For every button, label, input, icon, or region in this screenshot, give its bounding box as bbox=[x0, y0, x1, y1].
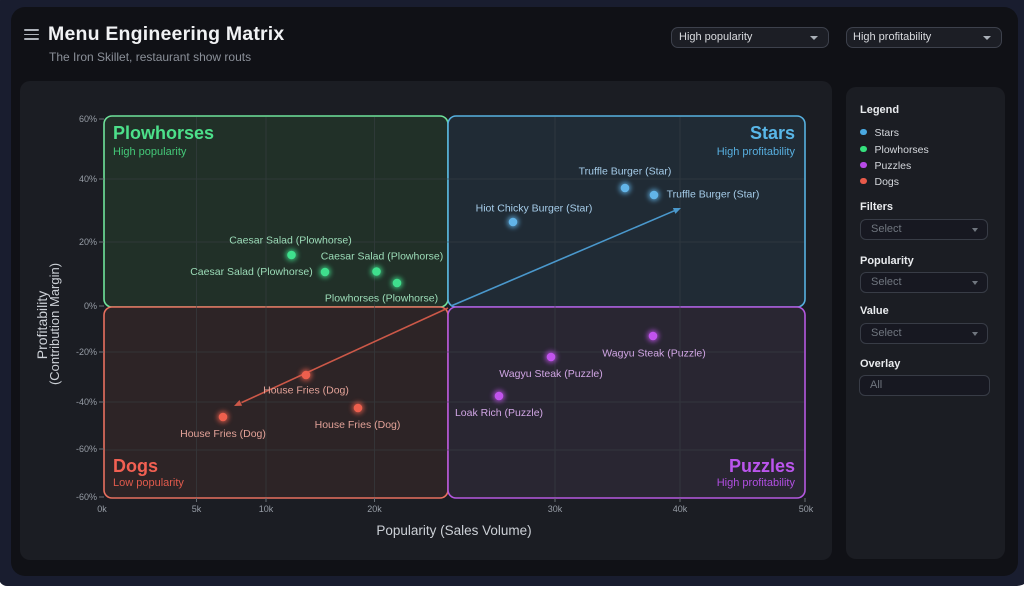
svg-text:20%: 20% bbox=[79, 237, 97, 247]
svg-text:Hiot Chicky Burger (Star): Hiot Chicky Burger (Star) bbox=[476, 203, 593, 215]
svg-text:Puzzles: Puzzles bbox=[729, 456, 795, 476]
svg-text:Stars: Stars bbox=[750, 123, 795, 143]
svg-text:Caesar Salad (Plowhorse): Caesar Salad (Plowhorse) bbox=[229, 235, 352, 247]
svg-text:-60%: -60% bbox=[76, 492, 97, 502]
svg-text:Loak Rich (Puzzle): Loak Rich (Puzzle) bbox=[455, 407, 543, 419]
svg-text:60%: 60% bbox=[79, 114, 97, 124]
svg-text:House Fries (Dog): House Fries (Dog) bbox=[263, 385, 349, 397]
svg-text:Popularity (Sales Volume): Popularity (Sales Volume) bbox=[376, 523, 531, 538]
svg-text:Caesar Salad (Plowhorse): Caesar Salad (Plowhorse) bbox=[321, 251, 444, 263]
svg-text:Dogs: Dogs bbox=[113, 456, 158, 476]
svg-text:Truffle Burger (Star): Truffle Burger (Star) bbox=[667, 189, 760, 201]
svg-text:50k: 50k bbox=[799, 504, 814, 514]
svg-text:(Contribution Margin): (Contribution Margin) bbox=[47, 263, 62, 385]
svg-text:Profitability: Profitability bbox=[34, 291, 50, 359]
svg-text:-40%: -40% bbox=[76, 397, 97, 407]
svg-text:20k: 20k bbox=[367, 504, 382, 514]
svg-text:High profitability: High profitability bbox=[717, 477, 796, 489]
svg-text:40k: 40k bbox=[673, 504, 688, 514]
svg-text:Low popularity: Low popularity bbox=[113, 477, 184, 489]
svg-text:40%: 40% bbox=[79, 174, 97, 184]
svg-text:House Fries (Dog): House Fries (Dog) bbox=[180, 428, 266, 440]
svg-text:-20%: -20% bbox=[76, 347, 97, 357]
svg-text:Wagyu Steak (Puzzle): Wagyu Steak (Puzzle) bbox=[602, 348, 705, 360]
svg-text:High profitability: High profitability bbox=[717, 146, 796, 158]
svg-text:Truffle Burger (Star): Truffle Burger (Star) bbox=[579, 166, 672, 178]
svg-text:0%: 0% bbox=[84, 301, 97, 311]
svg-text:Wagyu Steak (Puzzle): Wagyu Steak (Puzzle) bbox=[499, 368, 602, 380]
svg-text:0k: 0k bbox=[97, 504, 107, 514]
svg-text:Plowhorses (Plowhorse): Plowhorses (Plowhorse) bbox=[325, 293, 438, 305]
svg-text:10k: 10k bbox=[259, 504, 274, 514]
svg-text:30k: 30k bbox=[548, 504, 563, 514]
svg-text:Caesar Salad (Plowhorse): Caesar Salad (Plowhorse) bbox=[190, 266, 313, 278]
svg-text:5k: 5k bbox=[192, 504, 202, 514]
svg-text:-60%: -60% bbox=[76, 444, 97, 454]
svg-text:House Fries (Dog): House Fries (Dog) bbox=[315, 419, 401, 431]
svg-text:High popularity: High popularity bbox=[113, 146, 187, 158]
svg-text:Plowhorses: Plowhorses bbox=[113, 123, 214, 143]
